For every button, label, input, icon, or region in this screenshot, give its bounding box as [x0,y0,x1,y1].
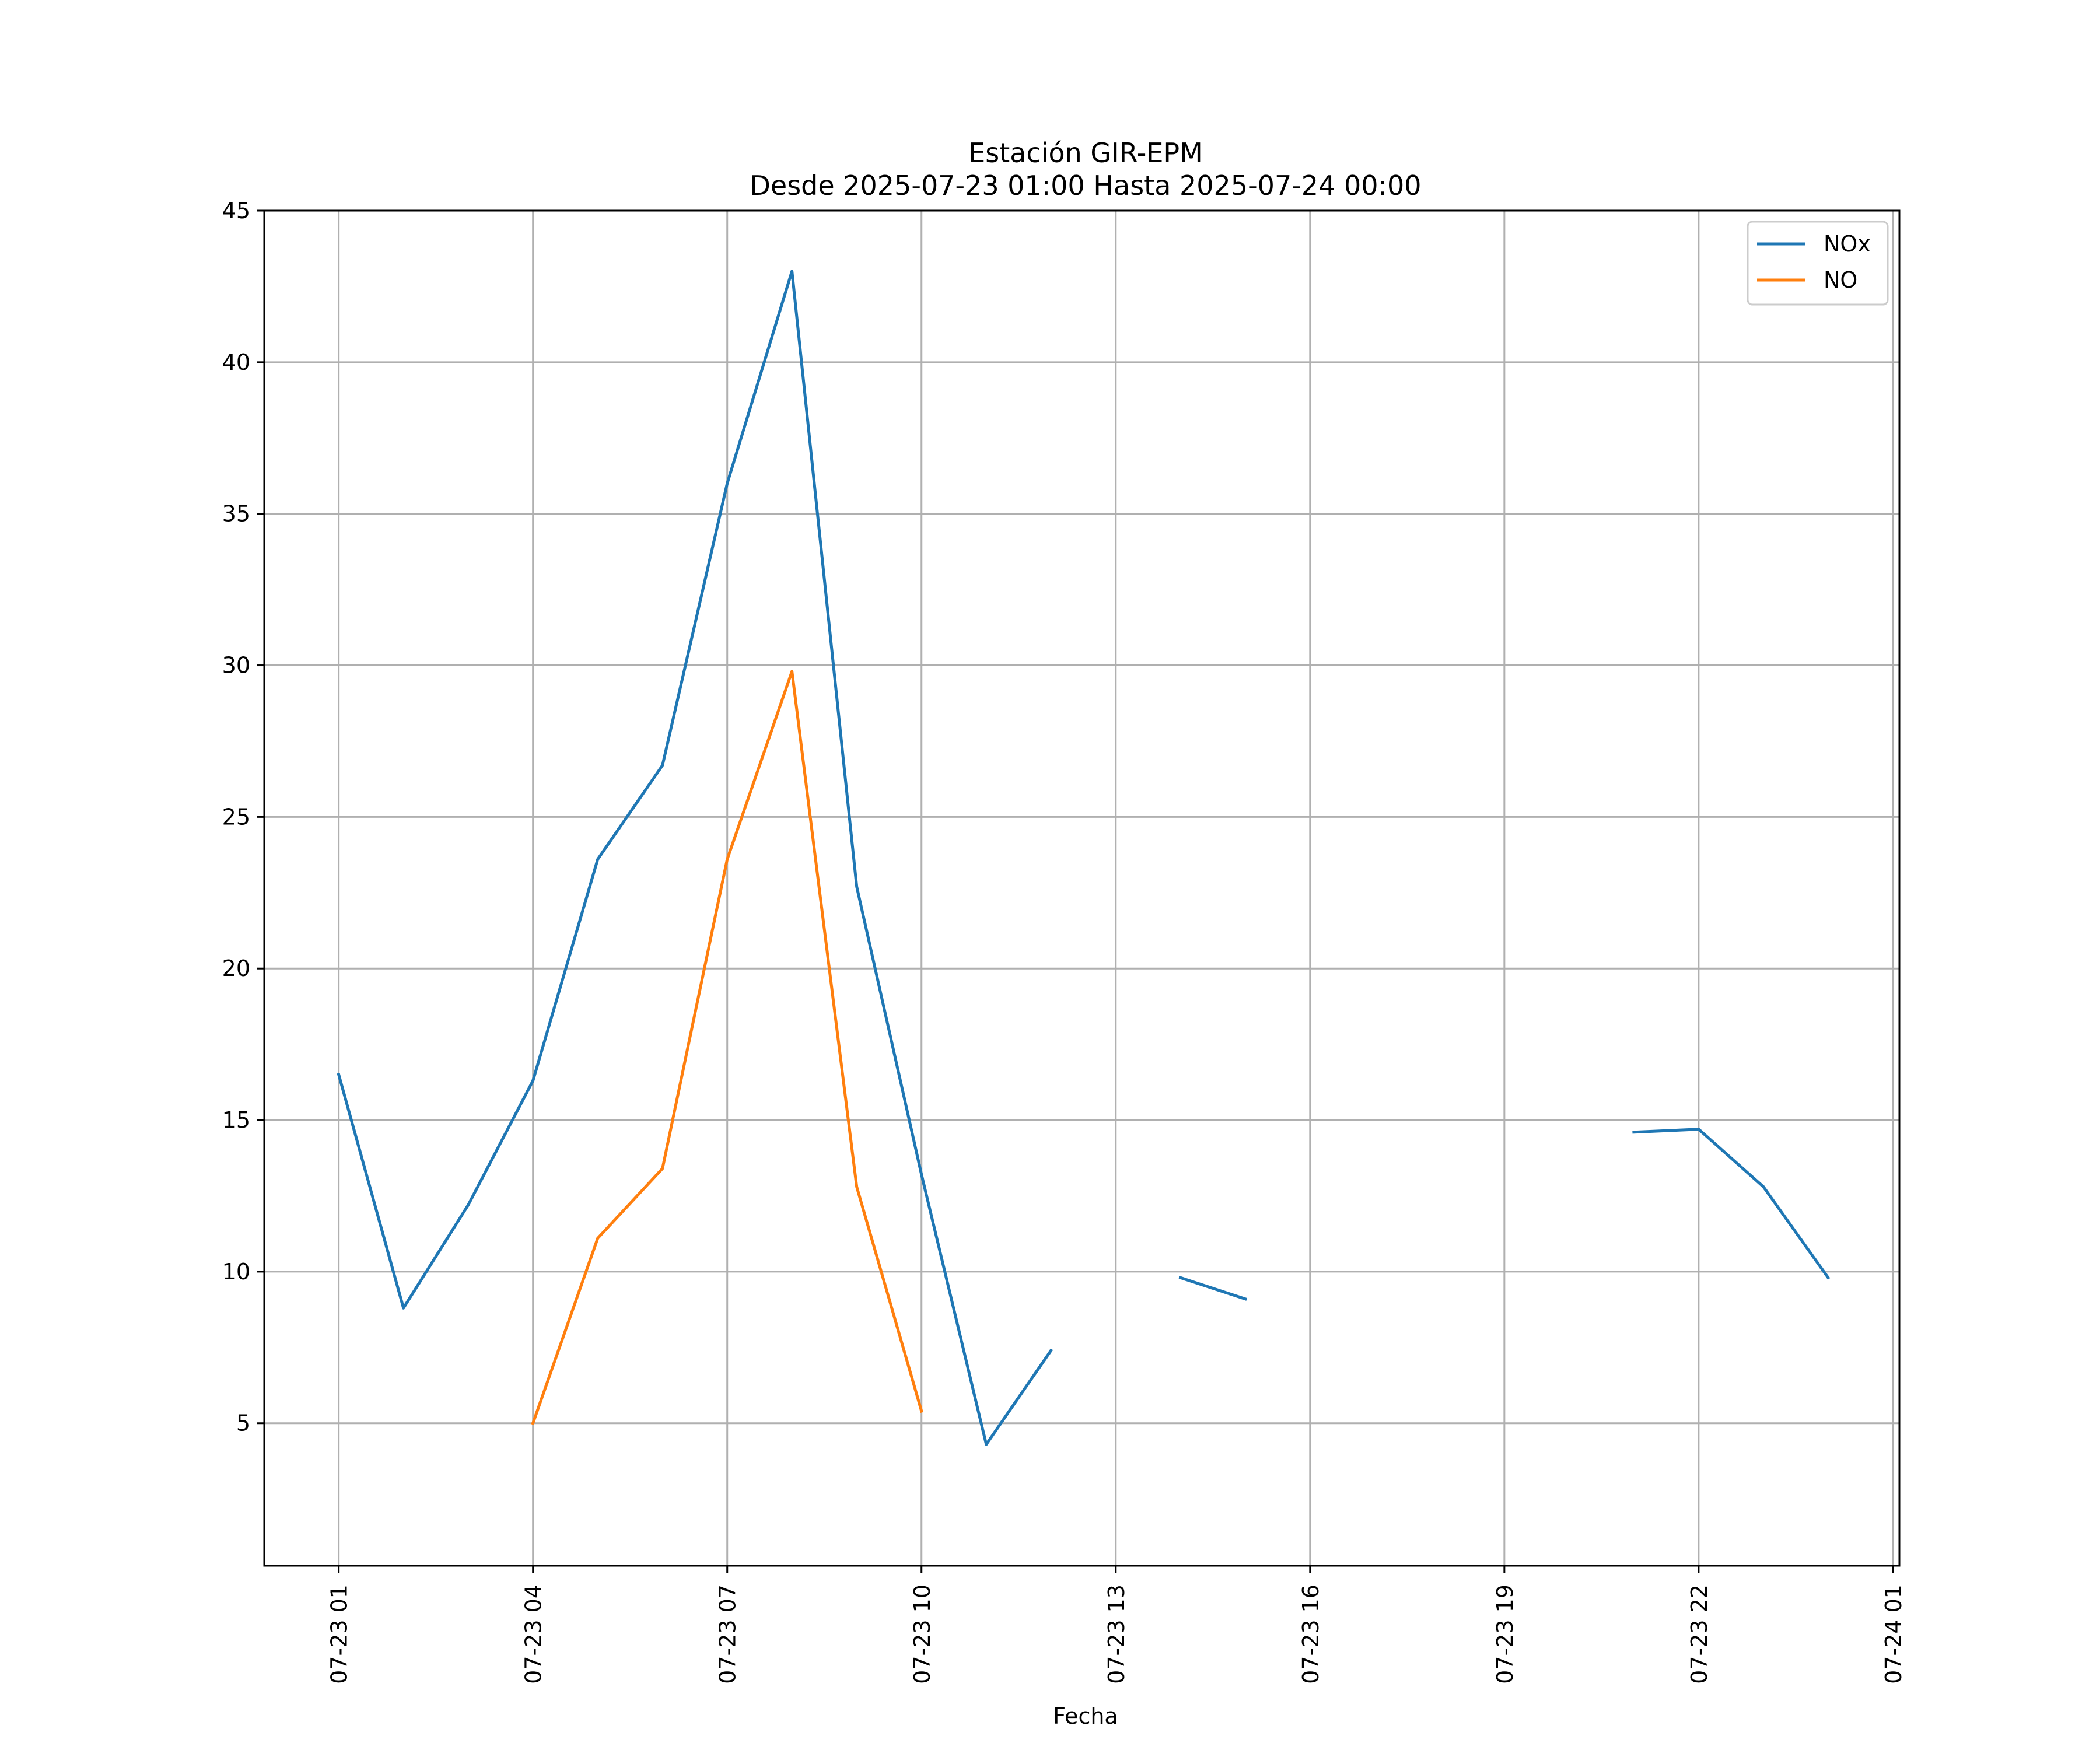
x-tick-label: 07-23 10 [909,1584,935,1684]
x-tick-label: 07-24 01 [1881,1584,1906,1684]
y-tick-label: 25 [222,804,250,830]
x-axis-label: Fecha [1053,1703,1118,1729]
chart-subtitle: Desde 2025-07-23 01:00 Hasta 2025-07-24 … [750,170,1421,201]
legend-label: NO [1824,267,1857,293]
grid [264,209,1899,1566]
x-tick-label: 07-23 01 [327,1584,352,1684]
y-tick-label: 20 [222,956,250,981]
series-nox [337,270,1831,1446]
series-no [531,670,923,1425]
y-tick-label: 15 [222,1107,250,1133]
y-tick-label: 45 [222,198,250,223]
x-tick-label: 07-23 16 [1298,1584,1324,1684]
x-tick-label: 07-23 22 [1686,1584,1712,1684]
series-lines [337,270,1831,1446]
x-tick-label: 07-23 04 [521,1584,547,1684]
x-tick-label: 07-23 07 [715,1584,741,1684]
series-line-segment [337,270,1054,1446]
y-tick-label: 30 [222,653,250,678]
y-tick-label: 5 [236,1411,250,1436]
x-tick-label: 07-23 13 [1104,1584,1129,1684]
series-line-segment [531,670,923,1425]
series-line-segment [1632,1128,1831,1280]
chart-title: Estación GIR-EPM [968,137,1203,169]
axes: 07-23 01 07-23 04 07-23 07 07-23 10 07-23 13… [222,198,1906,1684]
y-tick-label: 35 [222,501,250,527]
legend-label: NOx [1824,231,1871,257]
legend: NOx NO [1746,221,1889,306]
x-tick-label: 07-23 19 [1492,1584,1518,1684]
y-tick-label: 40 [222,349,250,375]
plot-frame [263,209,1901,1567]
y-tick-label: 10 [222,1259,250,1285]
series-line-segment [1178,1276,1247,1301]
